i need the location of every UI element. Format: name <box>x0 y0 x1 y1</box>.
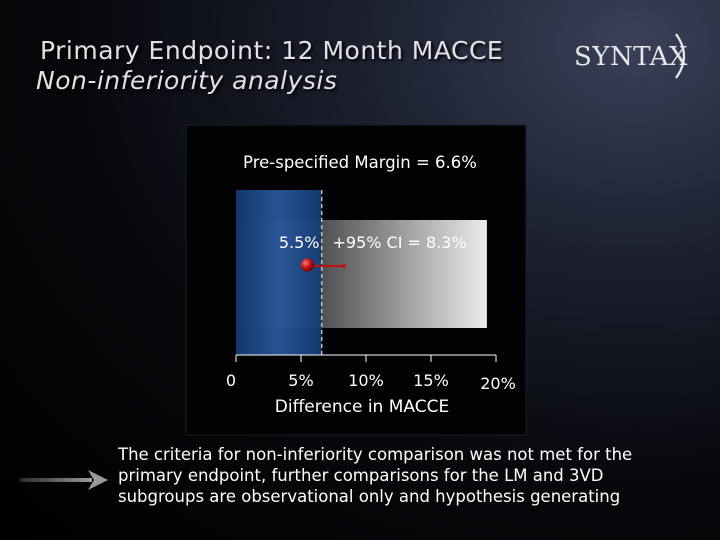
x-axis-label: Difference in MACCE <box>275 397 449 417</box>
right-arrow-icon <box>20 470 108 490</box>
x-tick-label: 10% <box>348 371 384 390</box>
point-estimate <box>301 258 314 272</box>
logo-arc-icon <box>675 33 686 79</box>
logo-text: SYNTAX <box>574 42 688 72</box>
x-tick-label: 5% <box>288 371 313 390</box>
slide-subtitle: Non-inferiority analysis <box>36 66 338 95</box>
margin-band <box>236 190 322 355</box>
footnote: The criteria for non-inferiority compari… <box>118 445 633 506</box>
x-tick-label: 15% <box>413 371 449 390</box>
x-tick-label: 20% <box>480 374 516 393</box>
forest-plot: Pre-specified Margin = 6.6% 5.5% +95% CI… <box>185 124 527 436</box>
slide-title: Primary Endpoint: 12 Month MACCE <box>40 36 504 65</box>
point-label: 5.5% <box>279 233 320 252</box>
ci-upper-cap <box>341 264 346 268</box>
ci-label: +95% CI = 8.3% <box>333 233 467 252</box>
x-ticks: 0 5% 10% 15% 20% <box>226 355 516 393</box>
x-tick-label: 0 <box>226 371 236 390</box>
margin-label: Pre-specified Margin = 6.6% <box>243 153 477 172</box>
syntax-logo: SYNTAX <box>574 28 694 84</box>
